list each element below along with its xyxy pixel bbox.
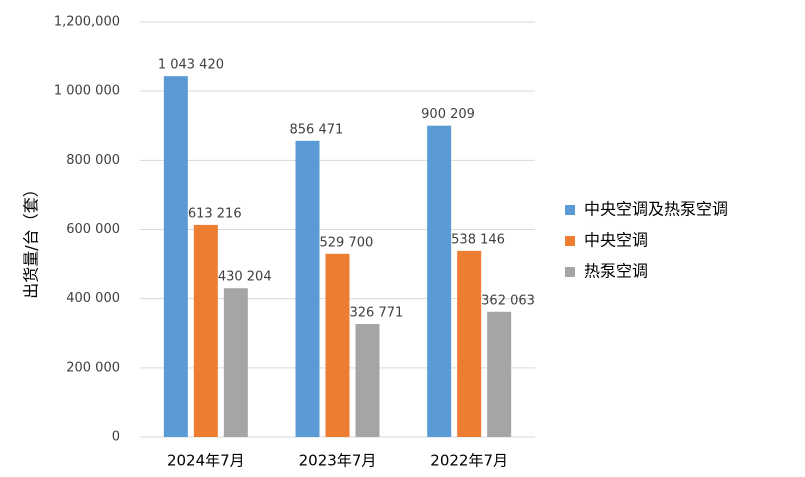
legend-swatch — [565, 267, 575, 277]
y-tick-label: 800 000 — [66, 153, 120, 168]
legend-label: 热泵空调 — [584, 262, 648, 281]
bar — [355, 323, 380, 437]
y-axis-label: 出货量/台（套） — [22, 181, 41, 298]
y-tick-label: 200 000 — [66, 360, 120, 375]
value-label: 538 146 — [451, 232, 505, 247]
bar — [295, 140, 320, 437]
bar — [193, 224, 218, 437]
value-label: 529 700 — [320, 235, 374, 250]
legend-label: 中央空调及热泵空调 — [584, 200, 728, 219]
y-tick-label: 0 — [112, 430, 120, 445]
y-tick-label: 600 000 — [66, 222, 120, 237]
legend-swatch — [565, 236, 575, 246]
bar — [223, 288, 248, 437]
bar — [487, 311, 512, 437]
x-tick-label: 2022年7月 — [430, 452, 508, 470]
value-label: 900 209 — [421, 107, 475, 122]
value-label: 613 216 — [188, 206, 242, 221]
bar — [325, 253, 350, 437]
bar — [457, 250, 482, 437]
value-label: 362 063 — [481, 293, 535, 308]
legend-swatch — [565, 205, 575, 215]
bar — [427, 125, 452, 437]
x-tick-label: 2023年7月 — [299, 452, 377, 470]
legend-label: 中央空调 — [584, 231, 648, 250]
value-label: 326 771 — [350, 305, 404, 320]
value-label: 856 471 — [290, 122, 344, 137]
x-tick-label: 2024年7月 — [167, 452, 245, 470]
value-label: 430 204 — [218, 270, 272, 285]
bar — [163, 76, 188, 438]
value-label: 1 043 420 — [158, 58, 224, 73]
y-tick-label: 1,200,000 — [54, 15, 120, 30]
y-tick-label: 400 000 — [66, 291, 120, 306]
y-tick-label: 1 000 000 — [54, 84, 120, 99]
